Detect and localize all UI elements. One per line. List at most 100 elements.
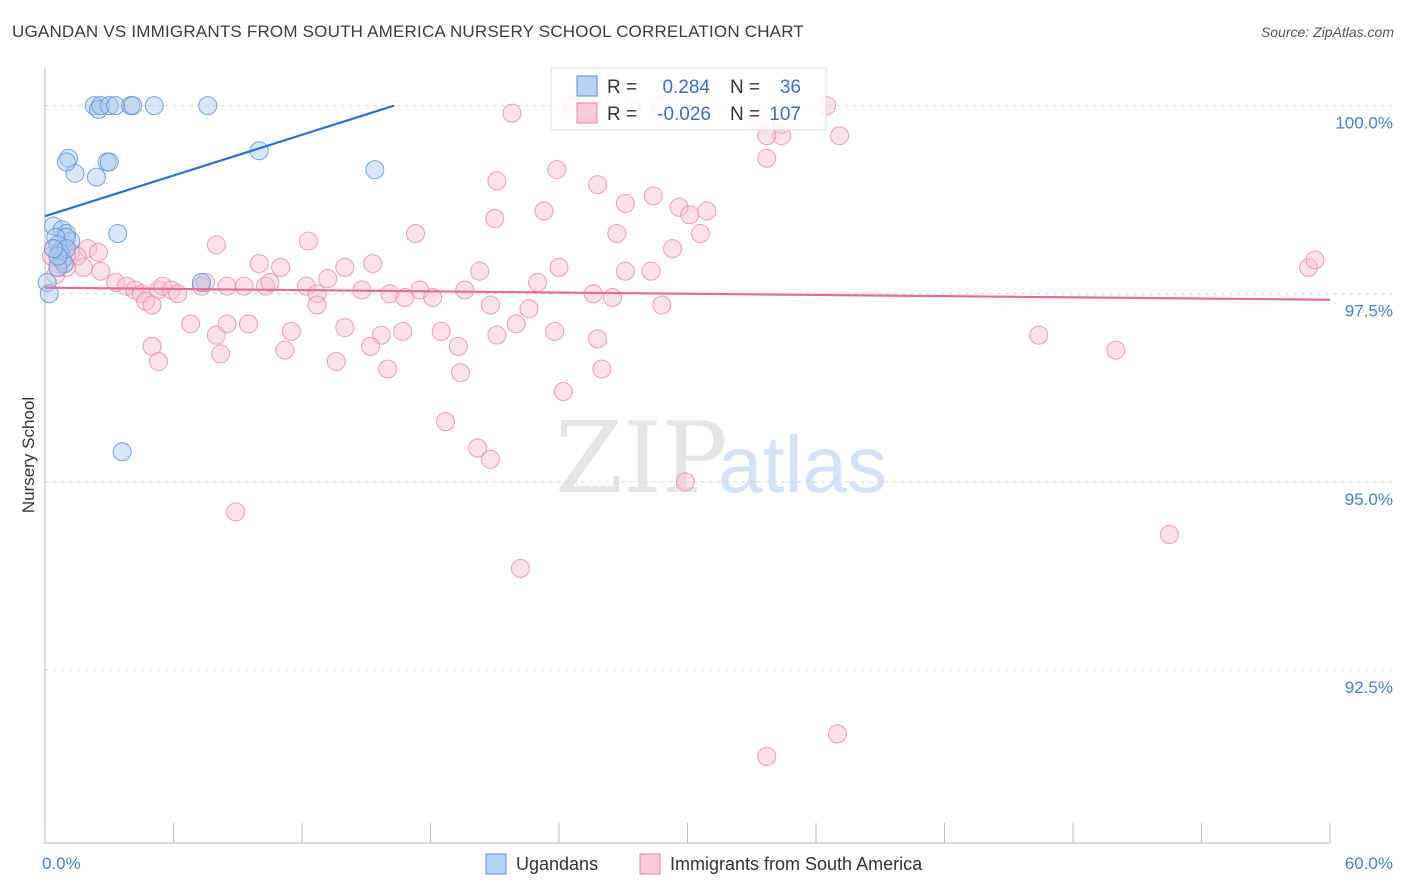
immigrant-point [502,103,522,123]
x-tick-label: 0.0% [42,854,81,873]
immigrant-point [690,224,710,244]
scatter-points [37,96,1325,766]
immigrant-point [335,318,355,338]
immigrant-point [393,321,413,341]
immigrant-point [1106,340,1126,360]
immigrant-point [168,284,188,304]
watermark-atlas: atlas [718,420,887,509]
immigrant-point [318,269,338,289]
y-tick-label: 92.5% [1345,678,1393,697]
immigrant-point [680,205,700,225]
immigrant-point [234,276,254,296]
ugandan-point [99,96,119,116]
stats-r-value-2: -0.026 [657,104,711,125]
immigrant-point [485,208,505,228]
immigrant-point [91,261,111,281]
immigrant-point [1029,325,1049,345]
immigrant-point [757,148,777,168]
y-tick-label: 100.0% [1335,114,1393,133]
ugandan-point [44,239,64,259]
immigrant-point [675,472,695,492]
ugandan-point [56,152,76,172]
immigrant-point [480,295,500,315]
immigrant-point [363,254,383,274]
immigrant-point [106,272,126,292]
immigrant-point [757,746,777,766]
immigrant-point [588,175,608,195]
immigrant-point [298,231,318,251]
immigrant-point [827,724,847,744]
immigrant-point [663,239,683,259]
immigrant-point [136,291,156,311]
immigrant-point [181,314,201,334]
ugandan-point [86,167,106,187]
ugandan-point [112,442,132,462]
stats-r-value-1: 0.284 [662,77,710,98]
stats-swatch-immigrants [576,102,598,124]
immigrant-point [697,201,717,221]
immigrant-point [468,438,488,458]
immigrant-point [275,340,295,360]
y-tick-label: 97.5% [1345,302,1393,321]
y-axis-title: Nursery School [19,397,38,513]
immigrant-point [378,359,398,379]
immigrant-point [211,344,231,364]
immigrant-point [361,336,381,356]
immigrant-point [448,336,468,356]
source-label: Source: ZipAtlas.com [1260,24,1394,40]
stats-r-label-1: R = [607,77,637,98]
ugandan-point [123,96,143,116]
stats-n-value-1: 36 [780,77,801,98]
immigrant-point [142,295,162,315]
immigrant-point [545,321,565,341]
immigrant-point [380,284,400,304]
stats-swatch-ugandans [576,75,598,97]
y-axis-tick-labels: 100.0% 97.5% 95.0% 92.5% [1335,114,1393,697]
immigrant-point [206,235,226,255]
ugandan-point [39,284,59,304]
immigrant-point [470,261,490,281]
immigrant-point [592,359,612,379]
legend-swatch-immigrants [639,853,661,875]
immigrant-point [506,314,526,334]
stats-n-value-2: 107 [769,104,801,125]
ugandan-point [144,96,164,116]
immigrant-point [217,276,237,296]
immigrant-point [641,261,661,281]
immigrant-point [652,295,672,315]
immigrant-point [643,186,663,206]
immigrant-point [89,242,109,262]
immigrant-point [830,126,850,146]
stats-n-label-1: N = [730,77,760,98]
legend-label-ugandans: Ugandans [516,854,598,874]
immigrant-point [395,287,415,307]
immigrant-point [553,382,573,402]
immigrant-point [249,254,269,274]
stats-box: R = 0.284 N = 36 R = -0.026 N = 107 [550,67,827,131]
stats-r-label-2: R = [607,104,637,125]
x-tick-label: 60.0% [1345,854,1393,873]
ugandan-point [106,96,126,116]
immigrant-point [607,224,627,244]
immigrant-point [281,321,301,341]
gridlines [45,105,1392,671]
immigrant-point [615,261,635,281]
ugandan-point [48,257,68,277]
immigrant-point [528,272,548,292]
watermark-zip: ZIP [555,402,728,516]
immigrant-point [78,239,98,259]
ugandan-point [54,254,74,274]
immigrants-trend-line [44,286,1331,301]
immigrant-point [74,257,94,277]
immigrant-point [260,272,280,292]
immigrant-point [423,287,443,307]
ugandan-point [365,160,385,180]
immigrant-point [435,412,455,432]
legend-swatch-ugandans [485,853,507,875]
immigrant-point [406,224,426,244]
immigrant-point [534,201,554,221]
immigrant-point [510,558,530,578]
immigrant-point [271,257,291,277]
immigrant-point [1299,257,1319,277]
